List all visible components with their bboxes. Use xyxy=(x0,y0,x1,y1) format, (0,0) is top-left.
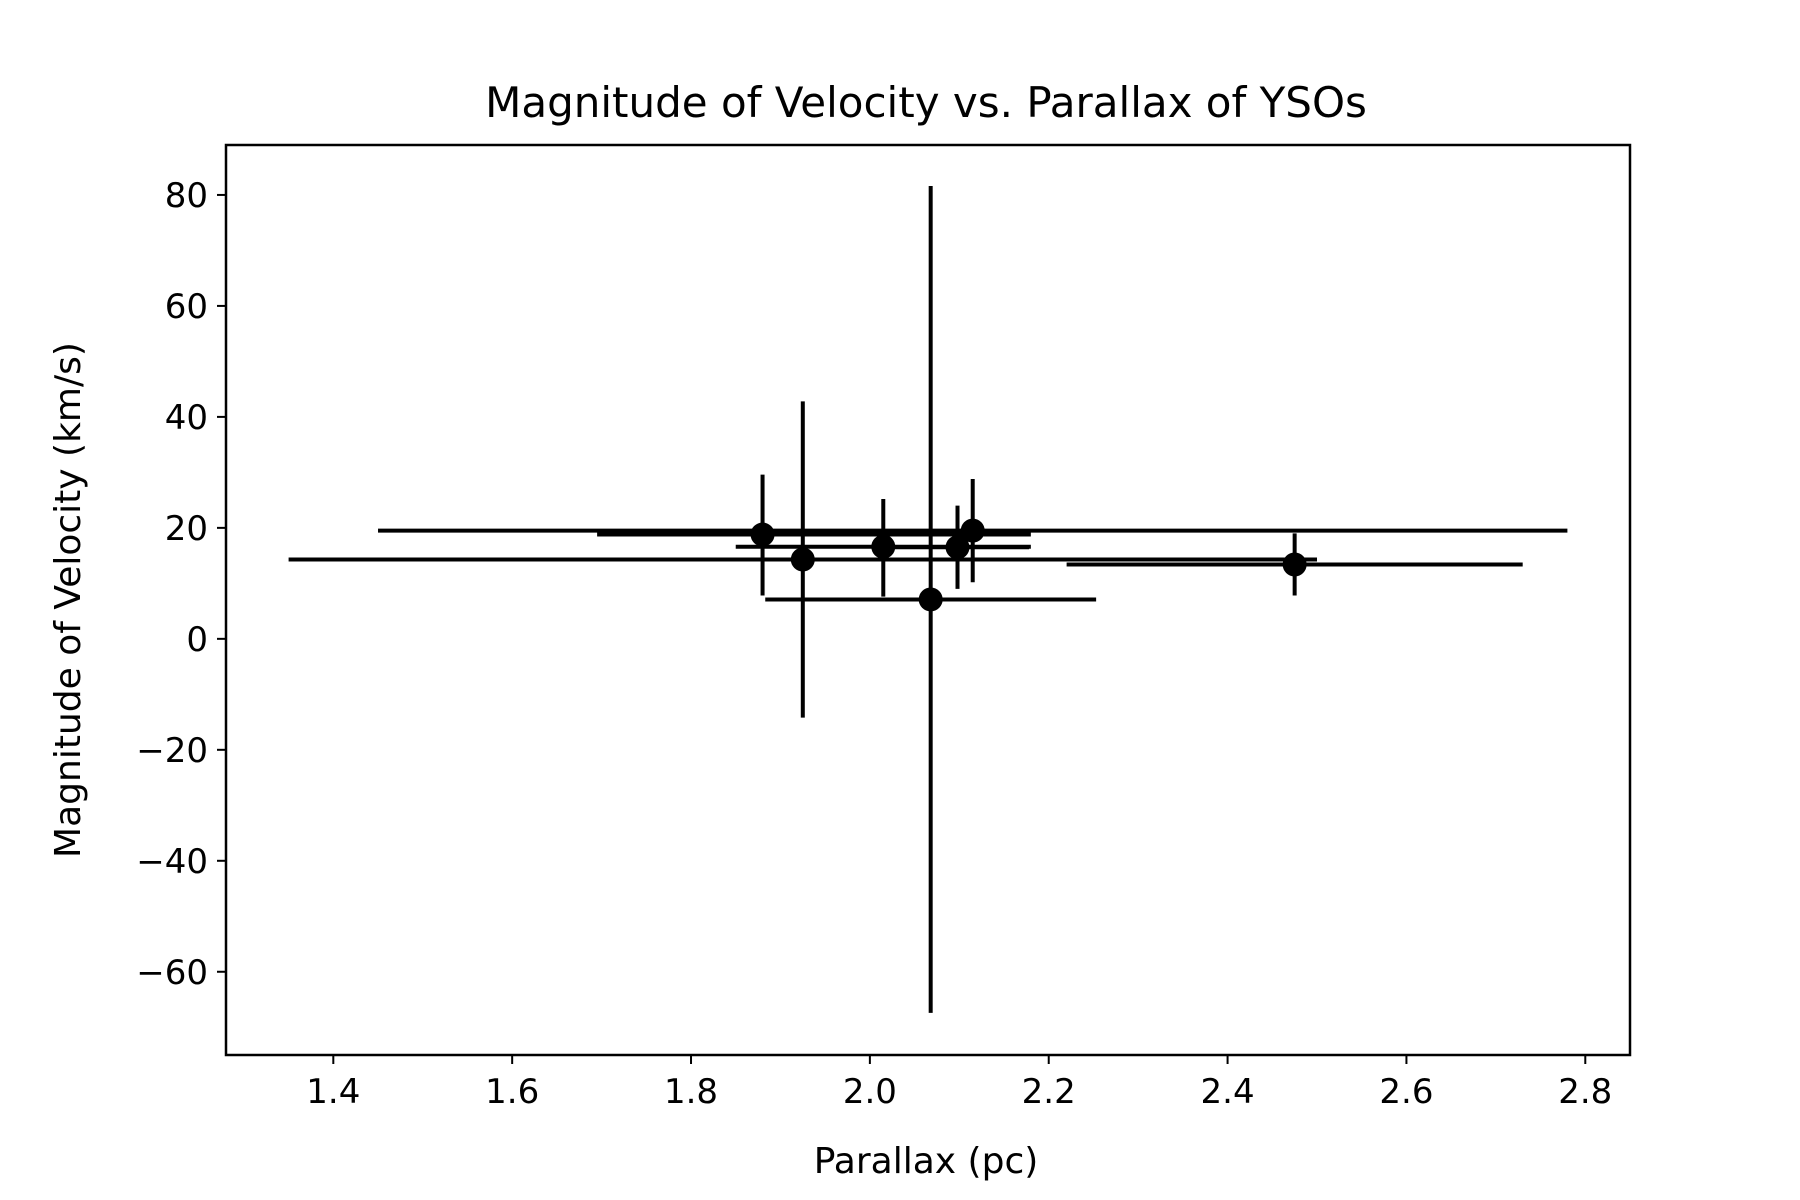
axes-frame xyxy=(224,143,1632,1057)
x-axis-label: Parallax (pc) xyxy=(814,1141,1039,1182)
data-point-marker xyxy=(750,522,775,547)
x-tick-label: 2.8 xyxy=(1558,1072,1612,1112)
data-point-group xyxy=(1066,533,1523,596)
y-axis: −60 −40 −20 0 20 40 60 80 xyxy=(136,176,226,993)
y-tick-label: 0 xyxy=(186,620,208,660)
y-tick-label: −40 xyxy=(136,842,208,882)
data-point-marker xyxy=(1282,552,1307,577)
y-tick-label: 80 xyxy=(165,176,208,216)
x-tick-label: 1.8 xyxy=(664,1072,718,1112)
x-tick-label: 2.4 xyxy=(1201,1072,1255,1112)
x-tick-label: 1.6 xyxy=(485,1072,539,1112)
data-point-marker xyxy=(790,547,815,572)
data-point-group xyxy=(288,401,1318,718)
x-axis: 1.4 1.6 1.8 2.0 2.2 2.4 2.6 2.8 xyxy=(306,1055,1612,1112)
y-tick-label: 60 xyxy=(165,287,208,327)
data-point-marker xyxy=(945,535,970,560)
data-point-group xyxy=(378,479,1568,583)
data-point-marker xyxy=(871,534,896,559)
y-tick-label: −20 xyxy=(136,731,208,771)
plot-area xyxy=(288,186,1568,1013)
x-tick-label: 2.2 xyxy=(1022,1072,1076,1112)
y-axis-label: Magnitude of Velocity (km/s) xyxy=(48,342,89,858)
data-point-group xyxy=(765,186,1097,1013)
data-point-marker xyxy=(918,587,943,612)
x-tick-label: 2.6 xyxy=(1379,1072,1433,1112)
chart-title: Magnitude of Velocity vs. Parallax of YS… xyxy=(485,78,1367,127)
y-tick-label: 20 xyxy=(165,509,208,549)
x-tick-label: 2.0 xyxy=(843,1072,897,1112)
x-tick-label: 1.4 xyxy=(306,1072,360,1112)
data-point-marker xyxy=(960,518,985,543)
y-tick-label: 40 xyxy=(165,398,208,438)
data-point-group xyxy=(885,505,1030,589)
y-tick-label: −60 xyxy=(136,953,208,993)
